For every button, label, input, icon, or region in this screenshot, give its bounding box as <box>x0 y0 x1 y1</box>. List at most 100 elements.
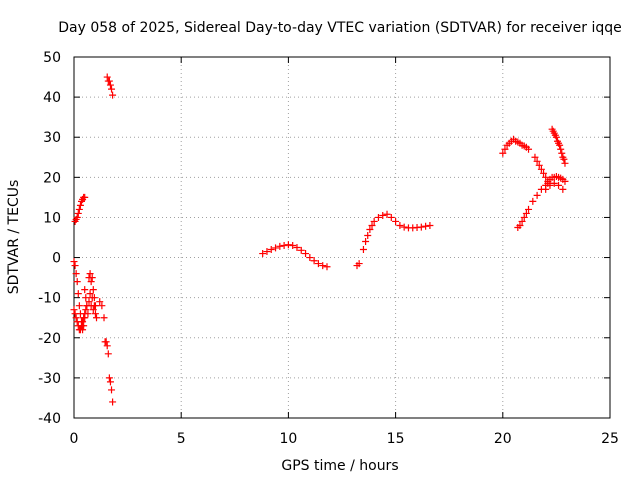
data-point <box>103 342 111 350</box>
data-point <box>109 91 117 99</box>
y-tick-label: 10 <box>43 210 61 226</box>
data-point <box>70 306 78 314</box>
x-tick-label: 10 <box>279 431 297 447</box>
data-point <box>368 221 376 229</box>
data-point <box>86 290 94 298</box>
data-point <box>259 250 267 258</box>
data-point <box>108 85 116 93</box>
data-point <box>542 173 550 181</box>
series-early-2 <box>70 302 91 334</box>
data-point <box>555 181 563 189</box>
data-point <box>74 290 82 298</box>
x-tick-label: 15 <box>387 431 405 447</box>
data-point <box>297 246 305 254</box>
data-point <box>91 302 99 310</box>
data-point <box>104 350 112 358</box>
data-point <box>400 223 408 231</box>
data-point <box>88 274 96 282</box>
data-point <box>96 298 104 306</box>
data-point <box>310 257 318 265</box>
series-midday-1 <box>259 241 331 271</box>
y-tick-label: -10 <box>38 291 61 307</box>
grid <box>74 57 610 418</box>
data-point <box>556 141 564 149</box>
data-point <box>499 149 507 157</box>
data-point <box>80 314 88 322</box>
data-points <box>70 73 569 406</box>
data-point <box>84 310 92 318</box>
series-early-7 <box>103 73 117 99</box>
data-point <box>362 238 370 246</box>
data-point <box>81 286 89 294</box>
data-point <box>75 205 83 213</box>
data-point <box>370 217 378 225</box>
data-point <box>392 217 400 225</box>
x-tick-label: 0 <box>70 431 79 447</box>
data-point <box>105 77 113 85</box>
data-point <box>374 213 382 221</box>
data-point <box>529 197 537 205</box>
data-point <box>74 209 82 217</box>
y-tick-label: 40 <box>43 90 61 106</box>
x-tick-label: 5 <box>177 431 186 447</box>
series-early-3 <box>71 193 89 225</box>
data-point <box>91 310 99 318</box>
data-point <box>522 209 530 217</box>
x-tick-label: 20 <box>494 431 512 447</box>
data-point <box>108 386 116 394</box>
y-tick-label: 30 <box>43 130 61 146</box>
data-point <box>558 149 566 157</box>
data-point <box>516 221 524 229</box>
data-point <box>81 193 89 201</box>
data-point <box>561 159 569 167</box>
data-point <box>293 244 301 252</box>
y-tick-label: -30 <box>38 371 61 387</box>
y-tick-label: 0 <box>52 251 61 267</box>
data-point <box>289 242 297 250</box>
data-point <box>501 145 509 153</box>
data-point <box>73 278 81 286</box>
data-point <box>272 244 280 252</box>
data-point <box>533 191 541 199</box>
data-point <box>82 306 90 314</box>
data-point <box>537 165 545 173</box>
data-point <box>302 250 310 258</box>
data-point <box>359 246 367 254</box>
data-point <box>78 322 86 330</box>
data-point <box>98 302 106 310</box>
chart-title: Day 058 of 2025, Sidereal Day-to-day VTE… <box>58 20 622 36</box>
data-point <box>75 302 83 310</box>
data-point <box>550 179 558 187</box>
data-point <box>276 242 284 250</box>
data-point <box>82 294 90 302</box>
data-point <box>89 286 97 294</box>
data-point <box>76 326 84 334</box>
data-point <box>355 260 363 268</box>
data-point <box>525 205 533 213</box>
data-point <box>552 133 560 141</box>
data-point <box>89 306 97 314</box>
data-point <box>542 185 550 193</box>
y-tick-label: 20 <box>43 170 61 186</box>
data-point <box>533 157 541 165</box>
data-point <box>73 213 81 221</box>
series-late-5 <box>548 125 569 167</box>
data-point <box>100 314 108 322</box>
data-point <box>379 211 387 219</box>
data-point <box>105 374 113 382</box>
data-point <box>535 161 543 169</box>
data-point <box>85 298 93 306</box>
data-point <box>396 221 404 229</box>
data-point <box>79 318 87 326</box>
data-point <box>102 338 110 346</box>
series-late-3 <box>514 179 567 231</box>
data-point <box>72 314 80 322</box>
y-axis-label: SDTVAR / TECUs <box>6 180 22 295</box>
series-late-1 <box>499 135 533 157</box>
data-point <box>284 241 292 249</box>
data-point <box>323 263 331 271</box>
series-midday-2 <box>353 210 434 270</box>
data-point <box>525 145 533 153</box>
data-point <box>72 270 80 278</box>
